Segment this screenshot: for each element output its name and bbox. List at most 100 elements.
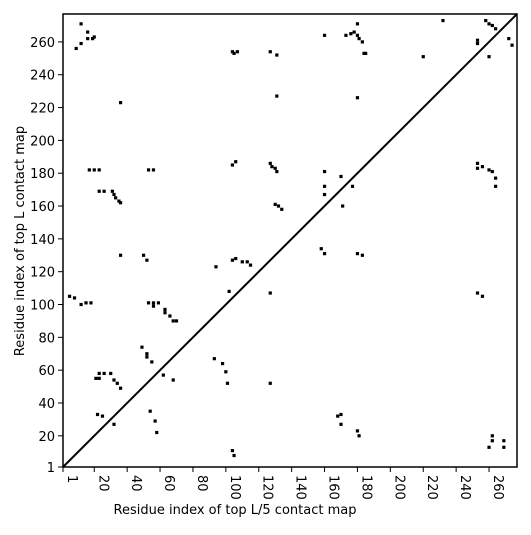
contact-point (490, 434, 494, 438)
contact-point (91, 37, 95, 41)
contact-point (102, 189, 106, 193)
contact-point (118, 201, 123, 205)
contact-point (494, 27, 498, 31)
x-tick-label: 140 (293, 475, 308, 500)
contact-point (355, 429, 360, 433)
contact-point (502, 439, 506, 443)
x-tick-label: 160 (326, 475, 341, 500)
contact-point (268, 50, 272, 54)
y-axis-label: Residue index of top L contact map (13, 126, 28, 356)
contact-point (275, 94, 279, 98)
contact-point (151, 168, 156, 172)
contact-point (480, 294, 485, 298)
contact-point (360, 253, 364, 257)
contact-point (364, 51, 368, 55)
contact-point (273, 166, 277, 170)
contact-point (234, 160, 238, 164)
contact-point (171, 319, 175, 323)
contact-point (232, 51, 236, 55)
contact-point (245, 260, 249, 264)
contact-point (441, 18, 445, 23)
x-tick-label: 200 (391, 475, 406, 500)
contact-point (275, 53, 279, 57)
contact-point (341, 204, 345, 208)
x-tick-label: 60 (161, 475, 176, 492)
contact-point (102, 371, 106, 376)
contact-point (484, 18, 488, 23)
contact-point (79, 41, 83, 46)
contact-point (490, 23, 494, 28)
contact-point (490, 439, 494, 443)
contact-point (268, 291, 272, 295)
contact-point (67, 294, 72, 298)
contact-point (475, 291, 480, 295)
contact-point (494, 184, 498, 188)
y-tick-label: 260 (30, 36, 55, 51)
contact-point (230, 258, 235, 262)
contact-point (145, 355, 149, 359)
contact-point (248, 263, 253, 267)
y-tick-label: 180 (30, 167, 55, 182)
contact-point (97, 189, 101, 193)
contact-point (230, 448, 235, 453)
contact-point (161, 373, 165, 377)
contact-point (322, 252, 327, 256)
contact-point (319, 247, 323, 251)
x-axis-label: Residue index of top L/5 contact map (114, 503, 357, 518)
contact-point (273, 202, 277, 206)
contact-point (344, 33, 348, 37)
contact-point (92, 168, 96, 172)
contact-point (97, 168, 101, 172)
contact-point (487, 22, 491, 26)
x-tick-label: 220 (424, 475, 439, 500)
contact-point (322, 192, 327, 197)
contact-point (357, 434, 361, 438)
diagonal (62, 13, 518, 468)
contact-point (146, 301, 151, 305)
y-tick-label: 120 (30, 266, 55, 281)
contact-point (140, 345, 144, 349)
y-tick-label: 220 (30, 102, 55, 117)
contact-point (336, 414, 340, 418)
contact-point (475, 41, 480, 46)
x-tick-label: 240 (457, 475, 472, 500)
contact-point (349, 32, 353, 36)
contact-point (112, 192, 116, 197)
contact-point (117, 199, 121, 203)
contact-point (276, 204, 281, 208)
x-tick-label: 80 (194, 475, 209, 492)
contact-point (118, 386, 123, 390)
contact-point (268, 381, 272, 385)
contact-point (510, 43, 514, 47)
contact-point (84, 301, 88, 305)
contact-point (421, 55, 425, 59)
contact-point (171, 378, 175, 382)
contact-point (322, 33, 327, 37)
x-tick-label: 20 (95, 475, 110, 492)
contact-point (322, 184, 327, 188)
contact-point (220, 361, 225, 366)
contact-point (275, 169, 279, 174)
y-tick-label: 140 (30, 233, 55, 248)
contact-point (163, 311, 167, 315)
contact-point (490, 169, 494, 174)
contact-point (86, 37, 90, 41)
y-tick-label: 40 (38, 397, 55, 412)
contact-point (115, 381, 119, 385)
contact-point (112, 378, 116, 382)
contact-point (156, 301, 161, 305)
contact-point (94, 376, 98, 380)
contact-point (74, 46, 78, 51)
contact-point (92, 35, 96, 39)
contact-point (148, 409, 152, 413)
contact-point (227, 289, 231, 293)
contact-point (89, 301, 93, 305)
contact-point (72, 296, 77, 300)
contact-point (97, 371, 101, 376)
plot-frame (62, 13, 518, 468)
contact-point (475, 38, 480, 42)
contact-point (507, 37, 511, 41)
y-tick-label: 240 (30, 69, 55, 84)
contact-point (355, 22, 360, 26)
